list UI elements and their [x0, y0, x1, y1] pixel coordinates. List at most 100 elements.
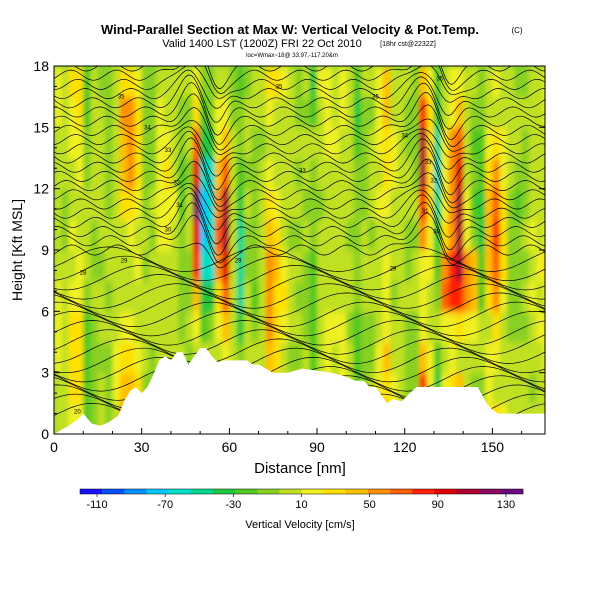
velocity-cell — [280, 66, 289, 98]
velocity-cell — [251, 280, 260, 312]
velocity-cell — [375, 372, 384, 404]
velocity-cell — [309, 188, 318, 220]
velocity-cell — [83, 311, 92, 343]
velocity-cell — [426, 280, 435, 312]
velocity-cell — [492, 219, 501, 251]
velocity-cell — [368, 158, 377, 190]
velocity-cell — [470, 96, 479, 128]
velocity-cell — [192, 311, 201, 343]
velocity-cell — [97, 342, 106, 374]
velocity-cell — [507, 342, 515, 374]
velocity-cell — [404, 372, 413, 404]
velocity-cell — [83, 127, 92, 159]
velocity-cell — [251, 66, 260, 98]
velocity-cell — [477, 219, 486, 251]
velocity-cell — [156, 311, 165, 343]
isentrope-line — [54, 92, 545, 145]
velocity-cell — [141, 127, 150, 159]
velocity-cell — [543, 219, 545, 251]
isentrope-label: 31 — [422, 209, 429, 215]
velocity-cell — [236, 158, 245, 190]
velocity-cell — [75, 219, 84, 251]
velocity-cell — [61, 66, 70, 98]
colorbar-tick-label: 130 — [497, 499, 515, 511]
velocity-cell — [251, 250, 260, 282]
velocity-cell — [448, 280, 457, 312]
velocity-cell — [119, 66, 128, 98]
velocity-cell — [134, 96, 143, 128]
velocity-cell — [441, 311, 450, 343]
velocity-cell — [470, 219, 479, 251]
velocity-cell — [295, 342, 303, 374]
colorbar-segment — [212, 489, 236, 494]
velocity-cell — [368, 188, 377, 220]
velocity-cell — [134, 66, 143, 98]
velocity-cell — [170, 311, 179, 343]
velocity-cell — [251, 188, 260, 220]
velocity-cell — [375, 158, 384, 190]
velocity-cell — [119, 219, 128, 251]
velocity-cell — [90, 158, 99, 190]
velocity-cell — [170, 158, 179, 190]
velocity-cell — [324, 311, 333, 343]
velocity-cell — [97, 280, 106, 312]
x-tick-label: 0 — [50, 439, 58, 455]
colorbar-segment — [190, 489, 214, 494]
isentrope-label: 31 — [176, 203, 183, 209]
velocity-cell — [119, 250, 128, 282]
velocity-cell — [54, 372, 62, 404]
velocity-cell — [127, 311, 135, 343]
velocity-cell — [280, 188, 289, 220]
velocity-cell — [68, 311, 77, 343]
velocity-cell — [105, 372, 113, 404]
velocity-cell — [448, 188, 457, 220]
velocity-cell — [68, 342, 77, 374]
colorbar-segment — [102, 489, 125, 494]
velocity-cell — [419, 66, 428, 98]
velocity-cell — [149, 219, 157, 251]
velocity-cell — [222, 311, 230, 343]
colorbar-tick-label: -70 — [157, 499, 173, 511]
velocity-cell — [397, 188, 406, 220]
velocity-cell — [54, 96, 62, 128]
velocity-cell — [214, 219, 223, 251]
velocity-cell — [339, 96, 347, 128]
isentrope-label: 30 — [434, 230, 441, 236]
velocity-cell — [61, 158, 70, 190]
isentrope-labels: 35 34 33 32 31 30 29 28 20 29 35 33 35 34 33 32 31 30 29 35 — [74, 76, 444, 415]
velocity-cell — [149, 188, 157, 220]
velocity-cell — [470, 280, 479, 312]
velocity-cell — [499, 311, 508, 343]
velocity-cell — [207, 158, 216, 190]
chart-subtitle: Valid 1400 LST (1200Z) FRI 22 Oct 2010 — [162, 38, 362, 50]
velocity-cell — [448, 158, 457, 190]
velocity-cell — [83, 96, 92, 128]
velocity-cell — [61, 96, 70, 128]
velocity-cell — [251, 127, 260, 159]
velocity-cell — [419, 96, 428, 128]
velocity-cell — [463, 188, 472, 220]
velocity-cell — [295, 127, 303, 159]
velocity-cell — [346, 188, 355, 220]
velocity-cell — [236, 188, 245, 220]
velocity-cell — [97, 403, 106, 434]
velocity-cell — [397, 158, 406, 190]
colorbar-tick-label: 90 — [432, 499, 444, 511]
velocity-cell — [536, 66, 545, 98]
velocity-cell — [280, 127, 289, 159]
velocity-cell — [324, 188, 333, 220]
colorbar-segment — [80, 489, 103, 494]
velocity-cell — [141, 96, 150, 128]
velocity-cell — [244, 311, 252, 343]
velocity-cell — [192, 96, 201, 128]
velocity-cell — [90, 66, 99, 98]
isentrope-label: 29 — [390, 266, 397, 272]
isentrope-line — [54, 66, 545, 95]
velocity-cell — [419, 127, 428, 159]
velocity-cell — [521, 250, 530, 282]
velocity-cell — [244, 158, 252, 190]
colorbar-segment — [124, 489, 147, 494]
velocity-cell — [54, 158, 62, 190]
velocity-cell — [178, 188, 187, 220]
velocity-cell — [75, 127, 84, 159]
